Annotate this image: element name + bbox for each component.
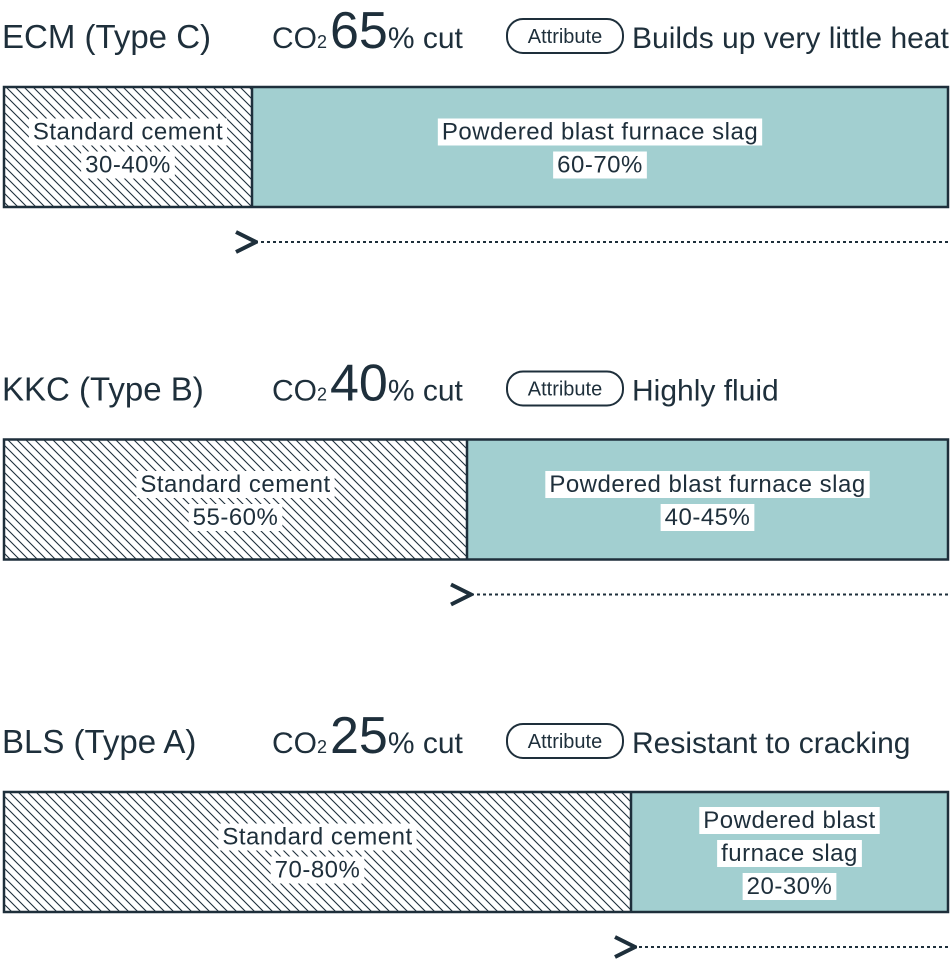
co2-sub: 2 xyxy=(317,32,327,52)
segment-label: Standard cement xyxy=(33,119,223,146)
label-bg xyxy=(218,823,417,851)
segment-label: Powdered blast furnace slag xyxy=(442,119,758,146)
co2: CO xyxy=(272,375,317,408)
cut-label: % cut xyxy=(388,375,464,408)
cut-percent: 25 xyxy=(330,707,388,765)
bar-frame xyxy=(2,790,950,914)
cement-segment xyxy=(4,87,252,207)
badge-box xyxy=(506,18,624,54)
segment-range: 55-60% xyxy=(193,504,279,531)
co2: CO xyxy=(272,727,317,760)
mix-row: BLS (Type A) CO225% cut Attribute Resistant… xyxy=(2,707,950,947)
cut-percent: 40 xyxy=(330,355,388,413)
cement-segment xyxy=(4,792,631,912)
cement-segment xyxy=(4,439,467,560)
segment-range: 60-70% xyxy=(557,152,643,179)
badge: Attribute xyxy=(528,379,602,401)
label-bg xyxy=(270,856,365,884)
badge: Attribute xyxy=(528,26,602,48)
label-bg xyxy=(437,118,763,146)
cut-label: % cut xyxy=(388,22,464,55)
cut-label: % cut xyxy=(388,727,464,760)
segment-range: 20-30% xyxy=(747,873,833,900)
segment-range: 30-40% xyxy=(85,152,171,179)
mix-row: ECM (Type C) CO265% cut Attribute Builds up… xyxy=(2,2,949,242)
badge: Attribute xyxy=(528,731,602,753)
badge-box xyxy=(506,723,624,759)
description: Resistant to cracking xyxy=(632,727,910,760)
segment-label: Powdered blast xyxy=(703,807,875,834)
label-bg xyxy=(28,118,228,146)
label-bg xyxy=(717,840,862,867)
mix-row: KKC (Type B) CO240% cut Attribute Highly fl… xyxy=(2,355,950,595)
segment-label: Standard cement xyxy=(140,471,330,498)
co2-sub: 2 xyxy=(317,385,327,405)
co2-cut: CO265% cut xyxy=(272,2,464,60)
label-bg xyxy=(81,151,175,179)
segment-label: Powdered blast furnace slag xyxy=(549,471,865,498)
badge-box xyxy=(506,370,624,407)
label-bg xyxy=(660,504,755,531)
bar-frame xyxy=(2,438,950,561)
row-name: KKC (Type B) xyxy=(2,371,204,408)
segment-label: Standard cement xyxy=(222,824,412,851)
co2-cut: CO240% cut xyxy=(272,355,464,413)
label-bg xyxy=(742,873,837,900)
slag-segment xyxy=(467,439,948,560)
description: Builds up very little heat xyxy=(632,22,949,55)
label-bg xyxy=(188,504,283,531)
co2: CO xyxy=(272,22,317,55)
slag-segment xyxy=(252,87,948,207)
cut-percent: 65 xyxy=(330,2,388,60)
label-bg xyxy=(545,471,870,498)
label-bg xyxy=(136,471,335,498)
label-bg xyxy=(699,807,880,834)
row-name: ECM (Type C) xyxy=(2,18,211,55)
segment-range: 40-45% xyxy=(665,504,751,531)
co2-cut: CO225% cut xyxy=(272,707,464,765)
segment-range: 70-80% xyxy=(275,857,361,884)
segment-label: furnace slag xyxy=(721,840,858,867)
description: Highly fluid xyxy=(632,375,779,408)
row-name: BLS (Type A) xyxy=(2,723,196,760)
label-bg xyxy=(553,151,647,179)
co2-sub: 2 xyxy=(317,737,327,757)
bar-frame xyxy=(2,85,950,209)
